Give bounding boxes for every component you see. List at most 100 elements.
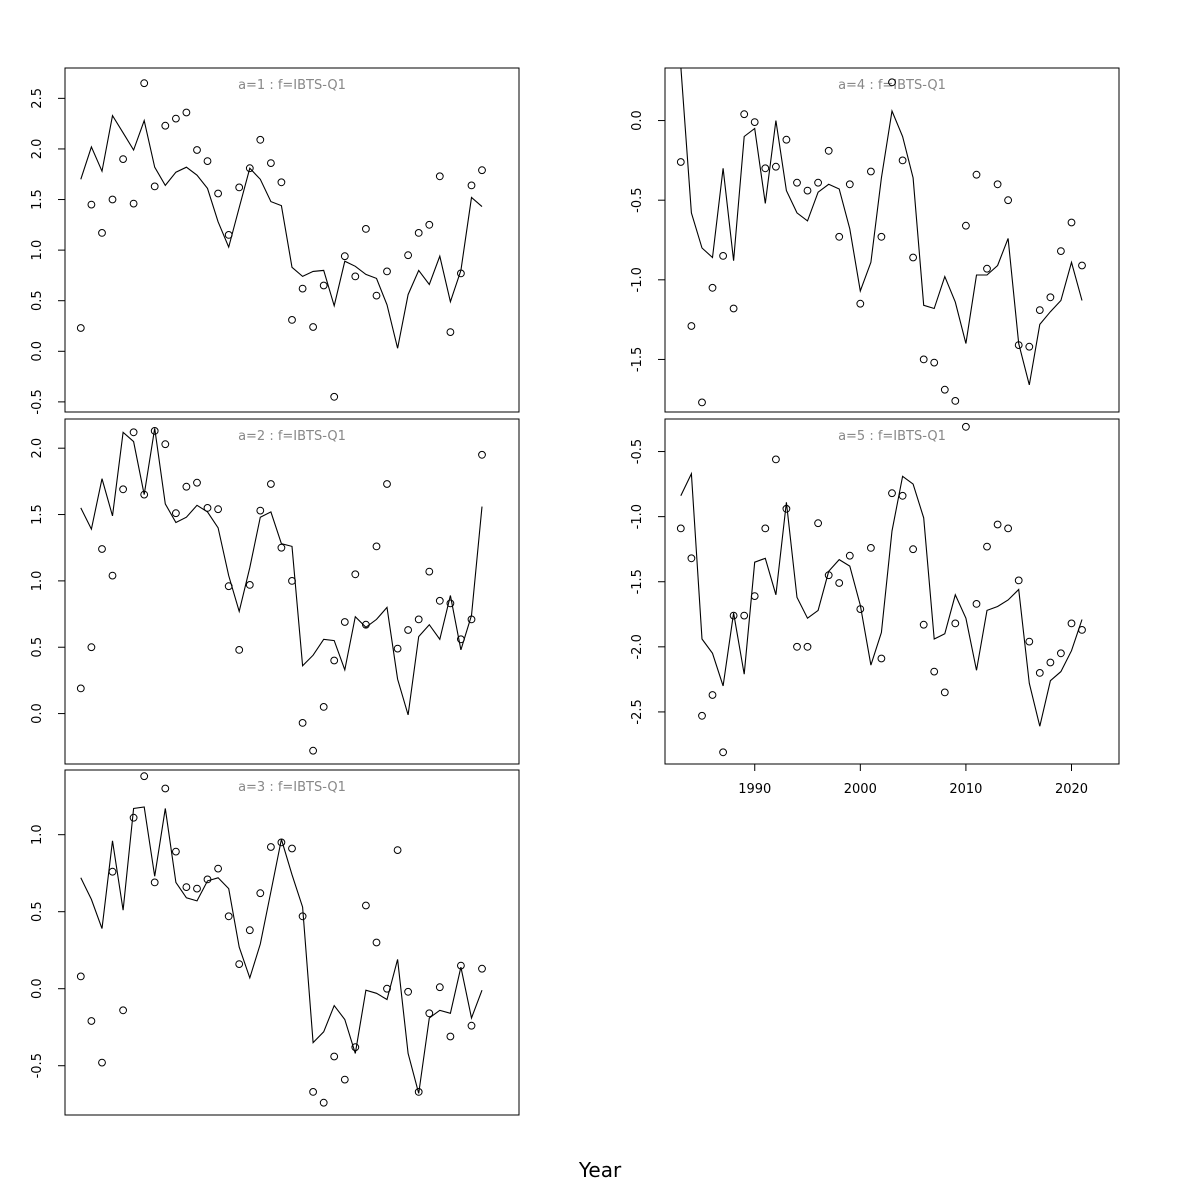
data-point [676,158,685,166]
data-point [761,524,770,533]
data-point [298,284,307,293]
data-point [478,964,486,973]
data-point [235,183,244,192]
data-point [362,901,370,910]
data-point [856,299,865,308]
data-point [972,600,981,608]
data-point [150,427,159,435]
data-point [119,485,127,494]
data-point [803,642,812,651]
data-point [193,478,201,487]
data-point [87,643,96,652]
plot-area [76,79,486,401]
data-point [256,506,265,515]
plot-area [76,772,486,1107]
data-point [919,355,928,364]
data-point [761,164,770,173]
data-point [76,972,85,981]
data-point [330,392,339,401]
data-point [867,167,875,176]
panel-frame [664,418,1120,765]
data-point [108,867,117,876]
model-fit-line [80,806,483,1094]
data-point [467,1021,476,1030]
data-point [972,170,981,179]
data-point [719,748,727,757]
y-tick-label: 0.0 [30,341,45,362]
data-point [108,195,117,204]
plot-area [676,68,1086,407]
data-point [1078,261,1086,270]
data-point [182,108,191,117]
data-point [962,221,970,230]
y-tick-label: 1.5 [30,189,45,210]
data-point [698,398,706,407]
data-point [1057,247,1065,256]
y-tick-label: -0.5 [630,439,645,464]
y-tick-label: -1.5 [630,347,645,372]
data-point [150,878,159,887]
data-point [740,110,749,119]
data-point [182,482,191,491]
data-point [435,596,444,605]
data-point [288,844,296,853]
data-point [404,987,413,996]
data-point [898,491,907,500]
y-tick-label: 1.5 [30,504,45,525]
y-tick-label: -0.5 [630,187,645,212]
data-point [119,155,127,164]
data-point [330,656,339,665]
data-point [256,135,265,144]
data-point [1057,649,1065,658]
data-point [414,1088,423,1096]
data-point [719,252,727,260]
data-point [193,146,201,154]
plot-area [76,427,486,755]
data-point [351,570,360,579]
data-point [193,884,201,893]
data-point [1067,218,1076,227]
data-point [467,181,476,190]
data-point [835,579,844,587]
data-point [877,654,886,663]
data-point [214,864,223,873]
panel-title: a=1 : f=IBTS-Q1 [238,78,346,93]
data-point [687,554,696,563]
y-tick-label: -1.0 [630,267,645,292]
data-point [824,146,833,155]
panel-2: a=2 : f=IBTS-Q1 0.0 0.5 1.0 1.5 2.0 [30,418,520,765]
data-point [108,571,117,580]
data-point [446,599,455,608]
data-point [267,480,275,488]
data-point [909,545,917,554]
data-point [340,1075,349,1084]
data-point [962,422,970,431]
data-point [214,189,223,198]
data-point [1035,306,1044,315]
data-point [393,644,402,653]
data-point [793,178,801,187]
data-point [698,711,706,720]
data-point [203,157,212,166]
y-tick-label: 1.0 [30,571,45,592]
data-point [182,883,191,891]
data-point [319,1098,328,1107]
data-point [435,983,444,992]
data-point [267,843,275,851]
data-point [393,846,402,854]
data-point [446,328,455,337]
data-point [245,164,254,173]
data-point [478,450,486,459]
x-tick-label: 2000 [844,782,877,797]
data-point [993,180,1002,189]
data-point [256,889,265,898]
data-point [235,646,244,654]
data-point [1046,658,1055,667]
data-point [940,385,949,394]
panel-title: a=2 : f=IBTS-Q1 [238,429,346,444]
data-point [772,455,780,464]
data-point [1035,669,1044,677]
data-point [687,322,696,330]
data-point [772,162,780,171]
